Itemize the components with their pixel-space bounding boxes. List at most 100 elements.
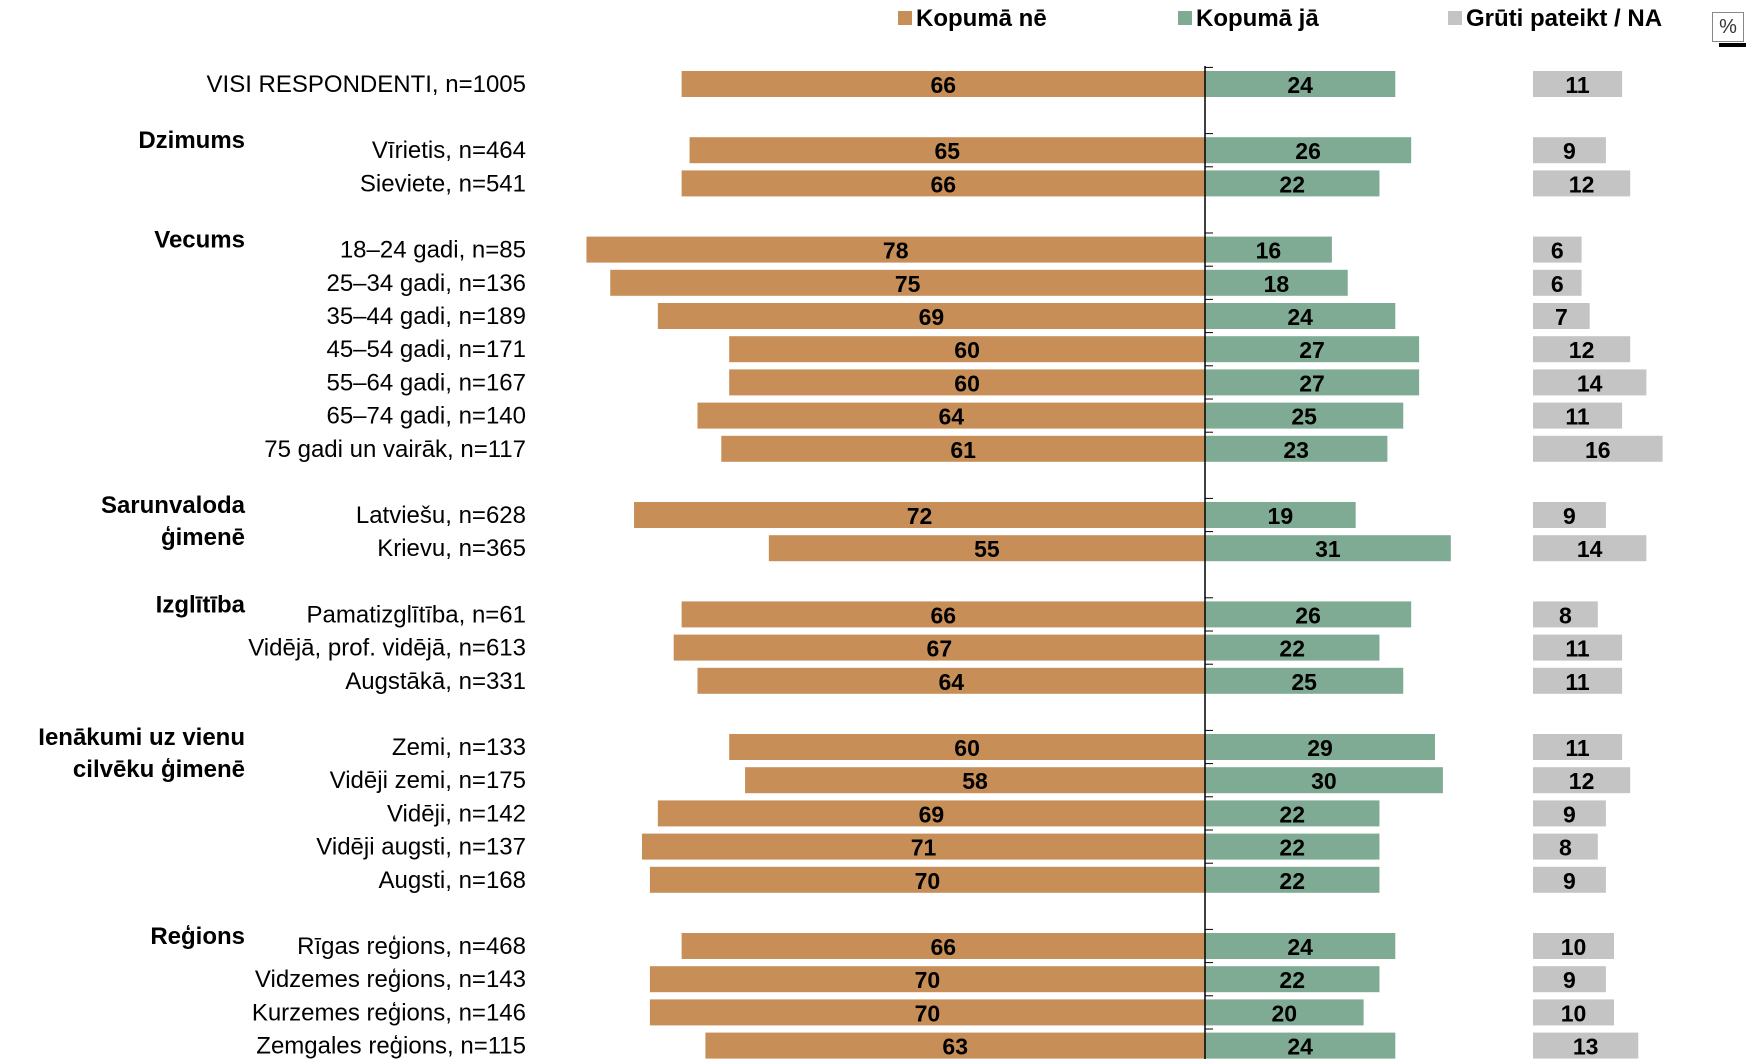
bar-no (705, 1032, 1205, 1059)
value-label-na: 10 (1561, 934, 1587, 960)
category-label: 75 gadi un vairāk, n=117 (264, 436, 526, 463)
value-label-yes: 22 (1279, 801, 1305, 827)
bar-na (1533, 369, 1647, 396)
legend-item-yes: Kopumā jā (1178, 4, 1319, 34)
value-label-na: 7 (1555, 304, 1568, 330)
legend-swatch-na (1448, 11, 1462, 25)
bar-na (1533, 502, 1606, 528)
category-label: Zemgales reģions, n=115 (256, 1033, 526, 1059)
bar-no (681, 601, 1205, 628)
value-label-no: 60 (954, 735, 980, 761)
value-label-na: 16 (1585, 437, 1611, 463)
bar-yes (1205, 667, 1404, 694)
value-label-yes: 24 (1287, 304, 1313, 330)
bar-na (1533, 734, 1623, 760)
value-label-na: 11 (1565, 636, 1590, 662)
value-label-no: 70 (915, 868, 941, 894)
value-label-no: 66 (931, 171, 957, 197)
bar-na (1533, 767, 1631, 794)
bar-yes (1205, 402, 1404, 429)
value-label-na: 9 (1563, 801, 1576, 827)
bar-na (1533, 71, 1623, 97)
bar-no (729, 734, 1205, 760)
value-label-yes: 24 (1287, 1034, 1313, 1059)
value-label-na: 11 (1565, 404, 1590, 430)
bar-na (1533, 336, 1631, 363)
bar-yes (1205, 767, 1443, 794)
value-label-no: 64 (938, 669, 964, 695)
value-label-no: 70 (915, 1000, 941, 1026)
bar-na (1533, 435, 1663, 462)
bar-na (1533, 170, 1631, 197)
value-label-na: 9 (1563, 967, 1576, 993)
value-label-yes: 19 (1268, 503, 1294, 529)
bar-no (649, 966, 1205, 993)
value-label-no: 55 (974, 536, 1000, 562)
bar-yes (1205, 734, 1435, 760)
value-label-yes: 22 (1279, 636, 1305, 662)
value-label-no: 61 (950, 437, 976, 463)
value-label-na: 11 (1565, 669, 1590, 695)
legend-item-no: Kopumā nē (898, 4, 1047, 34)
bar-na (1533, 269, 1582, 296)
category-label: Rīgas reģions, n=468 (297, 933, 526, 960)
bar-no (729, 336, 1205, 363)
bar-yes (1205, 236, 1332, 263)
bar-yes (1205, 601, 1412, 628)
value-label-no: 72 (907, 503, 933, 529)
value-label-yes: 22 (1279, 171, 1305, 197)
value-label-na: 11 (1565, 72, 1590, 98)
value-label-no: 69 (919, 304, 945, 330)
bar-na (1533, 303, 1590, 329)
bar-na (1533, 535, 1647, 562)
category-label: Augsti, n=168 (379, 867, 526, 894)
category-label: Pamatizglītība, n=61 (307, 601, 526, 628)
bar-yes (1205, 303, 1396, 329)
bar-na (1533, 800, 1606, 827)
value-label-na: 12 (1569, 768, 1595, 794)
value-label-no: 58 (962, 768, 988, 794)
value-label-no: 66 (931, 72, 957, 98)
value-label-na: 6 (1551, 238, 1564, 264)
value-label-no: 78 (883, 238, 909, 264)
category-label: 18–24 gadi, n=85 (340, 237, 526, 264)
category-label: Vidzemes reģions, n=143 (255, 966, 526, 993)
group-title: Vecums (154, 227, 245, 254)
value-label-no: 70 (915, 967, 941, 993)
value-label-yes: 23 (1283, 437, 1309, 463)
value-label-na: 10 (1561, 1000, 1587, 1026)
bar-no (586, 236, 1205, 263)
value-label-no: 69 (919, 801, 945, 827)
bar-no (681, 71, 1205, 97)
value-label-yes: 22 (1279, 967, 1305, 993)
legend-label-na: Grūti pateikt / NA (1466, 5, 1663, 32)
value-label-yes: 27 (1299, 370, 1325, 396)
value-label-na: 9 (1563, 868, 1576, 894)
value-label-yes: 30 (1311, 768, 1337, 794)
value-label-na: 9 (1563, 138, 1576, 164)
bar-no (681, 933, 1205, 959)
legend-swatch-yes (1178, 11, 1192, 25)
category-label: VISI RESPONDENTI, n=1005 (207, 71, 526, 98)
value-label-na: 6 (1551, 271, 1564, 297)
bar-no (610, 269, 1205, 296)
value-label-no: 60 (954, 370, 980, 396)
value-label-no: 63 (942, 1034, 968, 1059)
category-label: Augstākā, n=331 (345, 668, 526, 695)
value-label-yes: 16 (1256, 238, 1282, 264)
bar-yes (1205, 71, 1396, 97)
category-label: Sieviete, n=541 (360, 170, 526, 197)
bar-no (641, 833, 1205, 860)
value-label-na: 12 (1569, 337, 1595, 363)
bar-no (729, 369, 1205, 396)
value-label-yes: 26 (1295, 602, 1321, 628)
bar-yes (1205, 966, 1380, 993)
category-label: Vidēji, n=142 (387, 800, 526, 827)
bar-no (657, 800, 1205, 827)
category-label: Kurzemes reģions, n=146 (252, 999, 526, 1026)
bar-yes (1205, 336, 1420, 363)
value-label-na: 13 (1573, 1034, 1599, 1059)
value-label-na: 14 (1577, 370, 1603, 396)
bar-yes (1205, 369, 1420, 396)
